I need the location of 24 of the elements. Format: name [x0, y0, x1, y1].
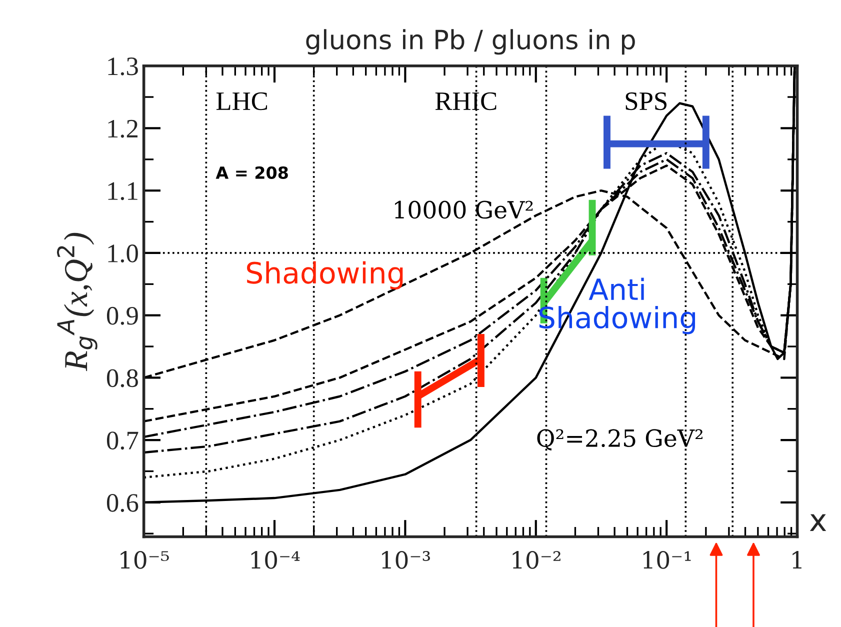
- y-tick-label: 1.0: [108, 244, 138, 262]
- annotation: RHIC: [435, 92, 496, 110]
- y-axis-title: R$_{g}$$^{A}$(x,Q$^{2}$): [56, 232, 98, 372]
- annotation: A = 208: [216, 166, 288, 179]
- x-tick-label: 1: [792, 551, 802, 569]
- annotation: LHC: [216, 92, 268, 110]
- x-tick-label: 10⁻⁵: [120, 551, 169, 569]
- y-tick-label: 0.8: [106, 369, 138, 388]
- annotation: Q²=2.25 GeV²: [537, 429, 702, 450]
- chart-title: gluons in Pb / gluons in p: [306, 29, 635, 55]
- x-tick-label: 10⁻¹: [643, 551, 691, 569]
- y-tick-label: 0.7: [106, 432, 138, 450]
- y-tick-label: 1.1: [108, 182, 138, 200]
- y-tick-label: 0.9: [106, 306, 138, 325]
- annotation: Shadowing: [247, 261, 403, 290]
- x-tick-label: 10⁻³: [382, 551, 430, 569]
- y-tick-label: 1.3: [108, 58, 138, 76]
- x-axis-title: x: [810, 514, 826, 532]
- x-tick-label: 10⁻²: [512, 551, 560, 569]
- y-tick-label: 0.6: [106, 494, 138, 512]
- annotation: SPS: [626, 92, 666, 110]
- y-tick-label: 1.2: [108, 120, 138, 138]
- x-tick-label: 10⁻⁴: [251, 551, 300, 569]
- annotation: 10000 GeV²: [395, 200, 533, 219]
